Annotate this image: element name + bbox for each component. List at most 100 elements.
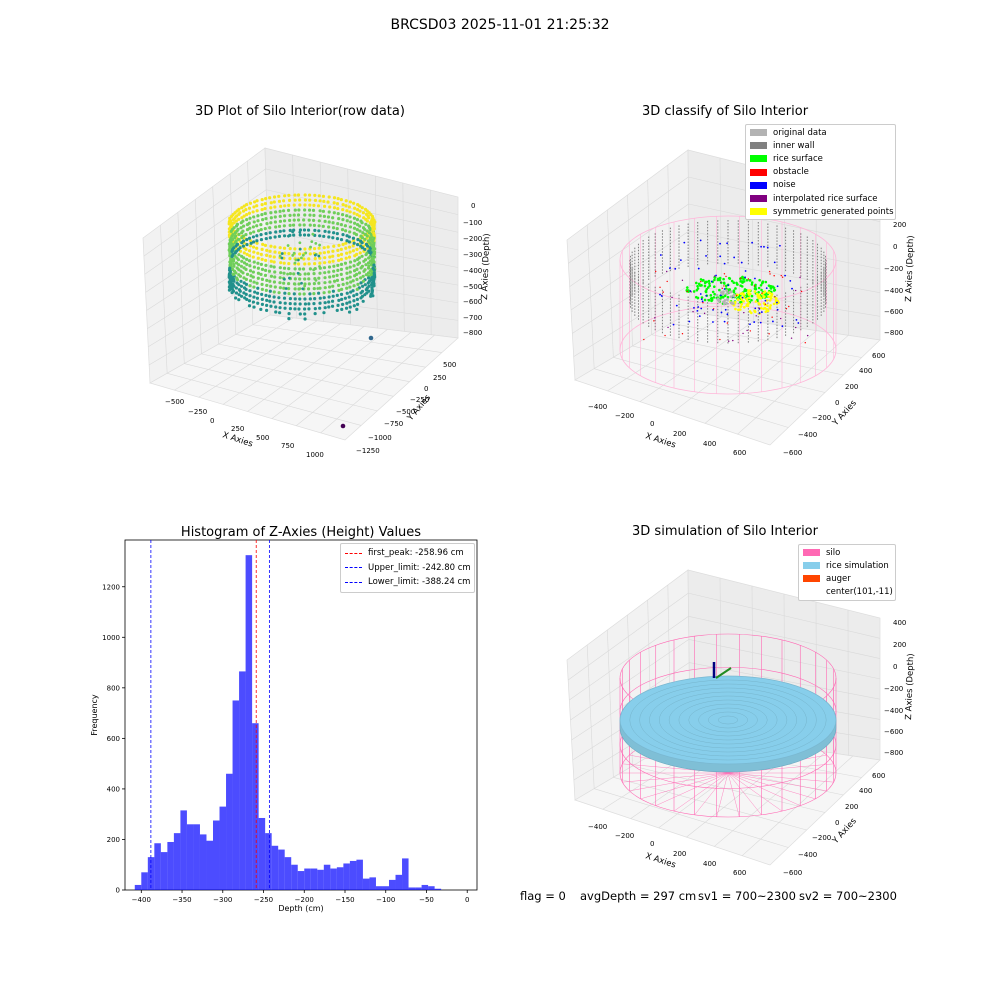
symmetric-point (766, 309, 770, 313)
interpolated-point (723, 273, 726, 275)
rice-surface-point (700, 296, 704, 299)
raw-point (230, 237, 235, 242)
raw-point (322, 266, 327, 270)
raw-z-tick: −600 (463, 298, 482, 306)
raw-point (235, 214, 239, 218)
rice-surface-point (709, 297, 713, 300)
raw-point (332, 264, 336, 268)
interpolated-point (653, 320, 655, 322)
raw-point (277, 194, 281, 198)
noise-point (779, 244, 781, 247)
noise-point (659, 293, 661, 296)
raw-point (241, 209, 246, 213)
raw-point (326, 245, 330, 249)
histogram-bar (180, 810, 187, 890)
raw-point (339, 247, 343, 251)
raw-point (244, 233, 248, 237)
raw-point (260, 292, 264, 296)
noise-point (701, 300, 704, 303)
raw-point (339, 257, 344, 261)
raw-point (293, 193, 297, 197)
interpolated-point (713, 275, 716, 277)
raw-z-tick: 0 (471, 202, 475, 210)
raw-point (278, 266, 282, 270)
raw-point (298, 267, 302, 271)
raw-point (323, 306, 327, 310)
noise-point (693, 307, 695, 309)
raw-point (256, 301, 260, 305)
rice-surface-point (703, 298, 707, 302)
interpolated-point (664, 334, 666, 337)
raw-point (323, 256, 327, 260)
raw-point (355, 247, 359, 251)
raw-point (260, 297, 264, 301)
auger-marker (715, 667, 732, 679)
histogram-bar (382, 886, 389, 890)
raw-point (365, 219, 369, 223)
raw-point (248, 254, 252, 258)
raw-point (348, 265, 352, 269)
grid-line (688, 592, 881, 639)
raw-point (259, 307, 263, 311)
silo-floor-spoke (727, 772, 801, 806)
rice-surface-point (750, 294, 754, 298)
raw-point (293, 208, 297, 212)
raw-point (237, 273, 241, 277)
raw-point (336, 197, 340, 201)
raw-point (298, 273, 302, 276)
status-sv1: sv1 = 700~2300 (698, 889, 796, 903)
raw-point (335, 232, 339, 236)
raw-x-tick: 250 (231, 425, 244, 433)
raw-point (323, 301, 327, 305)
raw-point (278, 214, 282, 218)
raw-point (251, 235, 256, 239)
raw-point (307, 193, 312, 197)
raw-point (277, 251, 282, 255)
raw-point (361, 299, 365, 303)
raw-point (353, 259, 357, 263)
raw-point (238, 249, 243, 253)
raw-point (345, 276, 349, 280)
histogram-bar (343, 863, 350, 890)
interpolated-point (780, 274, 782, 277)
raw-point (228, 271, 232, 275)
raw-point (268, 226, 272, 230)
raw-point (280, 256, 284, 260)
interpolated-point (742, 332, 744, 335)
raw-point (327, 230, 331, 234)
raw-point (286, 244, 290, 247)
raw-point (282, 224, 286, 228)
raw-point (278, 254, 282, 258)
classify-legend-label: original data (773, 127, 827, 138)
raw-point (287, 286, 291, 291)
raw-point (242, 286, 247, 290)
raw-point (331, 221, 335, 225)
noise-point (700, 298, 703, 301)
interpolated-point (804, 342, 806, 344)
original-point (722, 290, 725, 294)
raw-point (288, 213, 292, 218)
rice-surface-point (748, 278, 752, 282)
raw-point (309, 245, 312, 249)
raw-point-cloud (227, 193, 377, 321)
raw-point (357, 214, 362, 218)
raw-point (361, 274, 365, 278)
raw-point (278, 306, 282, 310)
raw-point (273, 270, 277, 274)
raw-point (359, 296, 363, 300)
symmetric-point (772, 302, 776, 306)
raw-point (303, 193, 307, 197)
raw-point (308, 267, 312, 271)
rice-surface-point (718, 278, 722, 282)
symmetric-point (742, 305, 746, 309)
raw-point (300, 256, 303, 260)
rice-top (619, 675, 837, 765)
raw-point (331, 284, 335, 288)
raw-point (287, 203, 291, 208)
raw-point (345, 281, 349, 285)
interpolated-point (747, 278, 750, 280)
histogram-bar (186, 824, 194, 890)
simulation-legend-label: silo (826, 547, 841, 558)
raw-point (322, 296, 326, 300)
raw-point (336, 248, 340, 252)
